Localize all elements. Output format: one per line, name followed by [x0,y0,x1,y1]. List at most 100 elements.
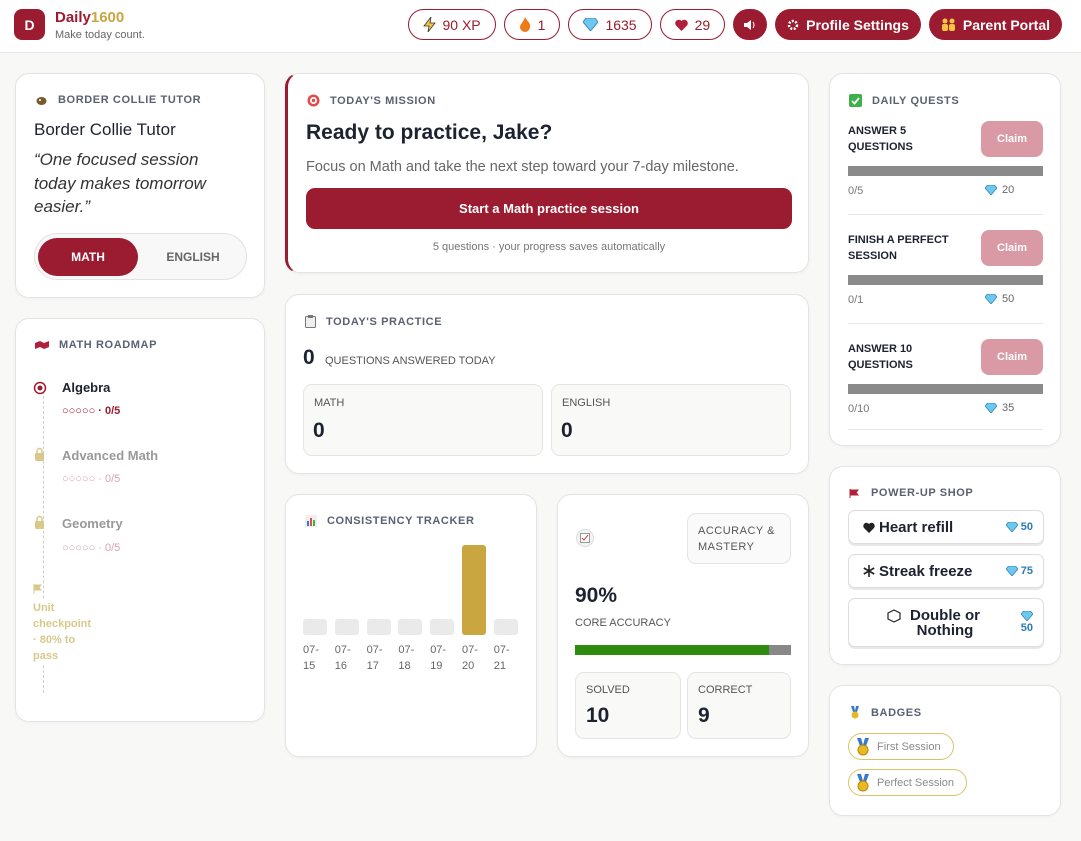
quest-bar [848,275,1043,285]
hearts-pill[interactable]: 29 [659,9,726,40]
badges-card: BADGES First Session Perfect Session [829,685,1061,816]
accuracy-track [575,645,791,655]
quest-reward: 50 [985,293,1014,305]
separator [848,429,1043,430]
tracker-bar [493,619,518,635]
card-heading: TODAY'S PRACTICE [305,315,442,328]
start-session-button[interactable]: Start a Math practice session [306,188,792,229]
card-heading: MATH ROADMAP [35,339,157,351]
accuracy-value: 90% [575,584,618,607]
gem-icon [1020,611,1033,621]
clipboard-icon [305,315,316,328]
date-label: 07-17 [366,644,383,672]
gems-pill[interactable]: 1635 [568,9,652,40]
parent-portal-button[interactable]: Parent Portal [928,9,1062,40]
quest-progress: 0/1 [848,294,864,306]
item-price: 75 [1005,565,1033,577]
price-value: 50 [1020,521,1033,533]
brand-name: Daily [55,9,91,26]
tracker-bar [430,619,455,635]
badge-name: First Session [877,740,941,753]
gem-icon [985,294,997,304]
price-value: 75 [1020,565,1033,577]
streak-pill[interactable]: 1 [503,9,561,40]
tracker-bar [303,619,327,635]
tagline: Make today count. [55,29,145,41]
streak: 1 [537,16,546,33]
check-icon [576,529,594,547]
unit-progress: ○○○○○ · 0/5 [62,542,121,554]
date-label: 07-18 [398,644,415,672]
lock-icon [35,447,44,461]
quest-name: ANSWER 10 QUESTIONS [848,343,913,371]
mission-text: Focus on Math and take the next step tow… [306,159,739,175]
card-heading: POWER-UP SHOP [849,487,973,499]
heading-text: MATH ROADMAP [59,339,158,351]
badge[interactable]: First Session [848,733,954,760]
shop-item[interactable]: Heart refill 50 [848,510,1044,544]
bolt-icon [422,17,436,32]
quest-reward: 20 [985,184,1014,196]
accuracy-label: CORE ACCURACY [575,617,671,629]
claim-button[interactable]: Claim [981,121,1043,157]
claim-button[interactable]: Claim [981,339,1043,375]
unit-name[interactable]: Algebra [62,380,111,395]
subject-tab[interactable]: ENGLISH [166,250,220,264]
button-label: Profile Settings [806,16,909,33]
checkpoint-text: Unit checkpoint · 80% to pass [33,600,95,664]
quest-name: ANSWER 5 QUESTIONS [848,125,913,153]
hearts: 29 [694,16,711,33]
unit-name: Advanced Math [62,448,159,463]
item-name: Streak freeze [879,562,973,580]
xp-pill[interactable]: 90 XP [407,9,496,40]
shop-item[interactable]: Double or Nothing 50 [848,598,1044,647]
questions-count: 0 [303,346,315,369]
stat-box: SOLVED 10 [575,672,681,739]
xp: 90 XP [442,16,481,33]
shop-card: POWER-UP SHOP Heart refill 50 Streak free… [829,466,1061,665]
heading-text: BADGES [871,706,922,719]
dice-icon [887,608,901,623]
heart-icon [863,522,875,533]
profile-settings-button[interactable]: Profile Settings [775,9,921,40]
quest-name: FINISH A PERFECT SESSION [848,234,949,262]
item-price: 50 [1005,521,1033,533]
quest-progress: 0/10 [848,403,870,415]
separator [848,214,1043,215]
quest-bar [848,384,1043,394]
tracker-bar [366,619,391,635]
medal-icon [851,706,859,719]
card-heading: BORDER COLLIE TUTOR [35,94,201,106]
accuracy-bar [575,645,770,655]
badge-name: Perfect Session [877,776,955,789]
heart-icon [674,19,688,31]
tracker-bar [462,545,486,635]
card-heading: DAILY QUESTS [849,94,959,107]
dog-icon [36,97,47,105]
unit-progress: ○○○○○ · 0/5 [62,473,121,485]
subject-value: 0 [561,419,573,442]
card-heading: BADGES [849,706,922,719]
gem-icon [1005,566,1018,576]
subject-value: 0 [313,419,325,442]
tutor-name: Border Collie Tutor [34,120,176,139]
questions-label: QUESTIONS ANSWERED TODAY [325,355,496,367]
subject-toggle: MATH ENGLISH [34,233,247,280]
roadmap-line [43,391,44,693]
reward-value: 35 [1002,402,1015,414]
target-icon [307,94,320,107]
lock-icon [35,515,44,529]
mission-note: 5 questions · your progress saves automa… [432,241,666,253]
badge[interactable]: Perfect Session [848,769,968,796]
stat-name: CORRECT [698,684,753,696]
claim-button[interactable]: Claim [981,230,1043,266]
heading-text: POWER-UP SHOP [871,487,974,499]
subject-tab-active[interactable]: MATH [38,238,138,276]
card-heading: CONSISTENCY TRACKER [305,515,475,527]
mission-card: TODAY'S MISSION Ready to practice, Jake?… [285,73,809,273]
shop-item[interactable]: Streak freeze 75 [848,554,1044,588]
logo[interactable]: D [14,9,45,40]
sound-button[interactable] [733,9,768,40]
gem-icon [583,18,599,31]
medal-icon [857,773,869,791]
